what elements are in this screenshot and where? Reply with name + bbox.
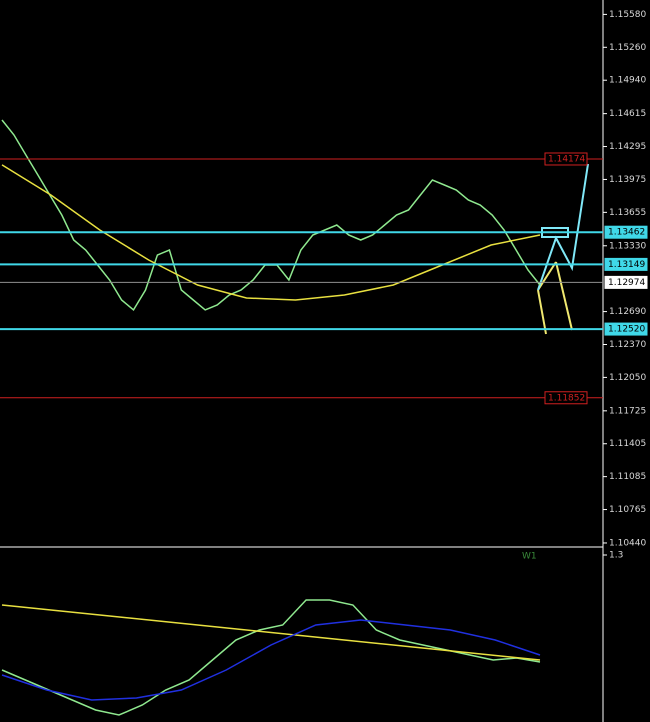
level-label-box [604,225,648,239]
timeframe-label: W1 [522,552,537,562]
y-tick-label: 1.10440 [609,538,646,548]
y-tick-label: 1.14940 [609,76,646,86]
level-label: 1.12974 [608,278,645,288]
y-tick-label: 1.13655 [609,208,646,218]
price-line [1,119,541,312]
level-label: 1.13149 [608,260,645,270]
y-tick-label: 1.14295 [609,142,646,152]
level-label-box [544,391,588,405]
y-tick-label: 1.13330 [609,241,646,251]
y-tick-label: 1.12690 [609,307,646,317]
y-tick-label: 1.12050 [609,373,646,383]
y-tick-label: 1.11405 [609,439,646,449]
price-line [1,604,541,661]
y-tick-label: 1.10765 [609,505,646,515]
y-tick-label: 1.15580 [609,10,646,20]
y-tick-label: 1.15260 [609,43,646,53]
level-label: 1.12520 [608,325,645,335]
y-tick-label: 1.12370 [609,340,646,350]
price-line [1,164,541,301]
level-label: 1.11852 [548,393,585,403]
level-label-box [604,275,648,289]
y-tick-label: 1.13975 [609,175,646,185]
level-label-box [604,257,648,271]
level-label-box [604,322,648,336]
y-tick-label: 1.14615 [609,109,646,119]
level-label-box [544,152,588,166]
y-tick-label: 1.11725 [609,406,646,416]
y-tick-label: 1.3 [609,551,623,561]
y-tick-label: 1.11085 [609,472,646,482]
forecast-arrows [537,163,589,335]
price-line [1,619,541,701]
level-label: 1.14174 [548,154,585,164]
level-label: 1.13462 [608,228,645,238]
